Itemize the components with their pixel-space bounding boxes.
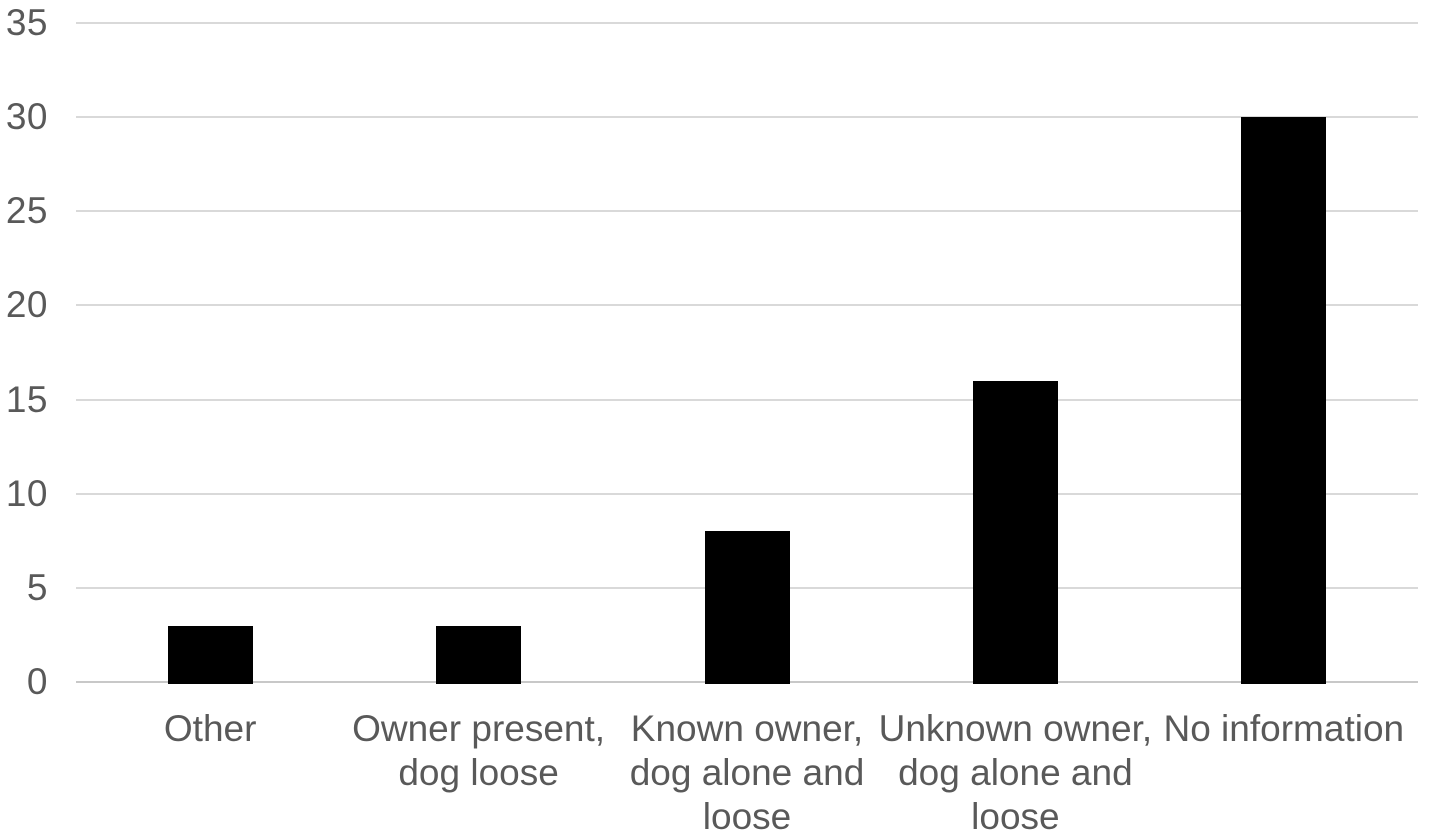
y-axis-tick-label: 15	[5, 378, 48, 420]
gridline	[76, 398, 1418, 401]
bar-2	[436, 625, 522, 684]
y-axis-tick-label: 20	[5, 284, 48, 326]
x-axis-category-label: Owner present, dog loose	[352, 708, 606, 793]
gridline	[76, 492, 1418, 495]
y-axis-tick-label: 10	[5, 472, 48, 514]
bar-4	[972, 380, 1058, 684]
x-axis-category-label: Unknown owner, dog alone and loose	[878, 708, 1153, 837]
bar-5	[1241, 117, 1327, 684]
gridline	[76, 22, 1418, 24]
x-axis-category-label: Other	[163, 708, 257, 749]
y-axis-tick-label: 30	[5, 96, 48, 138]
gridline	[76, 304, 1418, 307]
y-axis-tick-label: 5	[26, 566, 48, 608]
gridline	[76, 210, 1418, 213]
bar-3	[704, 531, 790, 684]
bar-1	[167, 625, 253, 684]
x-axis-category-label: Known owner, dog alone and loose	[629, 708, 865, 837]
x-axis-category-label: No information	[1163, 708, 1405, 749]
y-axis-tick-label: 35	[5, 2, 48, 43]
y-axis-tick-label: 25	[5, 190, 48, 232]
gridline	[76, 116, 1418, 119]
y-axis-tick-label: 0	[26, 661, 48, 702]
